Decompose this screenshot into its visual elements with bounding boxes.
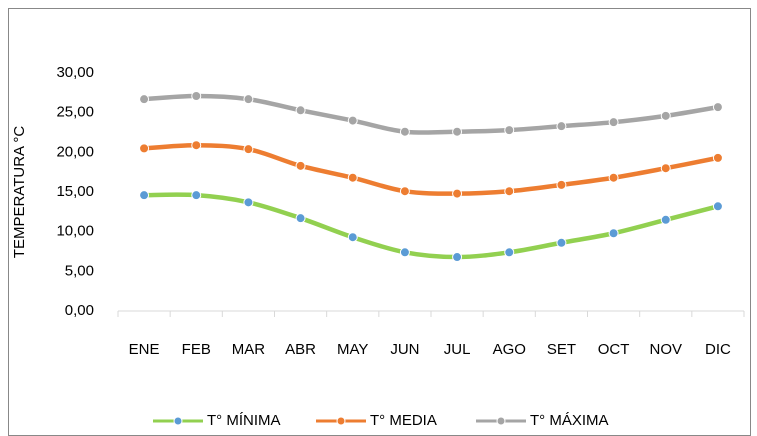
legend-marker xyxy=(496,416,506,426)
chart-border xyxy=(8,8,751,436)
legend-marker xyxy=(173,416,183,426)
x-tick-label: ENE xyxy=(129,341,160,358)
marker xyxy=(660,163,671,174)
marker xyxy=(191,140,202,151)
x-tick-label: JUN xyxy=(390,341,419,358)
y-tick-label: 10,00 xyxy=(56,223,94,240)
marker xyxy=(556,237,567,248)
marker xyxy=(139,190,150,201)
y-tick-label: 0,00 xyxy=(65,302,94,319)
marker xyxy=(556,121,567,132)
marker xyxy=(347,232,358,243)
marker xyxy=(660,214,671,225)
y-axis-label: TEMPERATURA °C xyxy=(11,126,28,259)
marker xyxy=(660,110,671,121)
legend-marker xyxy=(336,416,346,426)
y-tick-label: 15,00 xyxy=(56,183,94,200)
legend-label: T° MÍNIMA xyxy=(207,412,281,429)
marker xyxy=(243,94,254,105)
marker xyxy=(347,115,358,126)
marker xyxy=(139,143,150,154)
marker xyxy=(243,144,254,155)
marker xyxy=(712,152,723,163)
y-tick-label: 30,00 xyxy=(56,64,94,81)
x-tick-label: MAY xyxy=(337,341,368,358)
marker xyxy=(347,172,358,183)
marker xyxy=(556,179,567,190)
y-tick-label: 20,00 xyxy=(56,143,94,160)
x-tick-label: AGO xyxy=(493,341,526,358)
x-tick-label: OCT xyxy=(598,341,630,358)
marker xyxy=(452,126,463,137)
marker xyxy=(243,197,254,208)
marker xyxy=(608,172,619,183)
marker xyxy=(712,201,723,212)
marker xyxy=(452,252,463,263)
y-tick-label: 25,00 xyxy=(56,104,94,121)
legend-label: T° MÁXIMA xyxy=(530,412,609,429)
marker xyxy=(399,247,410,258)
y-tick-label: 5,00 xyxy=(65,262,94,279)
x-tick-label: MAR xyxy=(232,341,266,358)
marker xyxy=(191,91,202,102)
x-tick-label: DIC xyxy=(705,341,731,358)
marker xyxy=(504,247,515,258)
x-tick-label: FEB xyxy=(182,341,211,358)
marker xyxy=(295,213,306,224)
marker xyxy=(399,126,410,137)
marker xyxy=(191,190,202,201)
marker xyxy=(295,105,306,116)
marker xyxy=(608,228,619,239)
x-tick-label: JUL xyxy=(444,341,471,358)
marker xyxy=(295,160,306,171)
marker xyxy=(139,94,150,105)
marker xyxy=(399,186,410,197)
legend-label: T° MEDIA xyxy=(370,412,437,429)
x-tick-label: SET xyxy=(547,341,576,358)
marker xyxy=(452,188,463,199)
marker xyxy=(608,117,619,128)
marker xyxy=(504,125,515,136)
x-tick-label: NOV xyxy=(649,341,682,358)
marker xyxy=(504,186,515,197)
x-tick-label: ABR xyxy=(285,341,316,358)
marker xyxy=(712,102,723,113)
